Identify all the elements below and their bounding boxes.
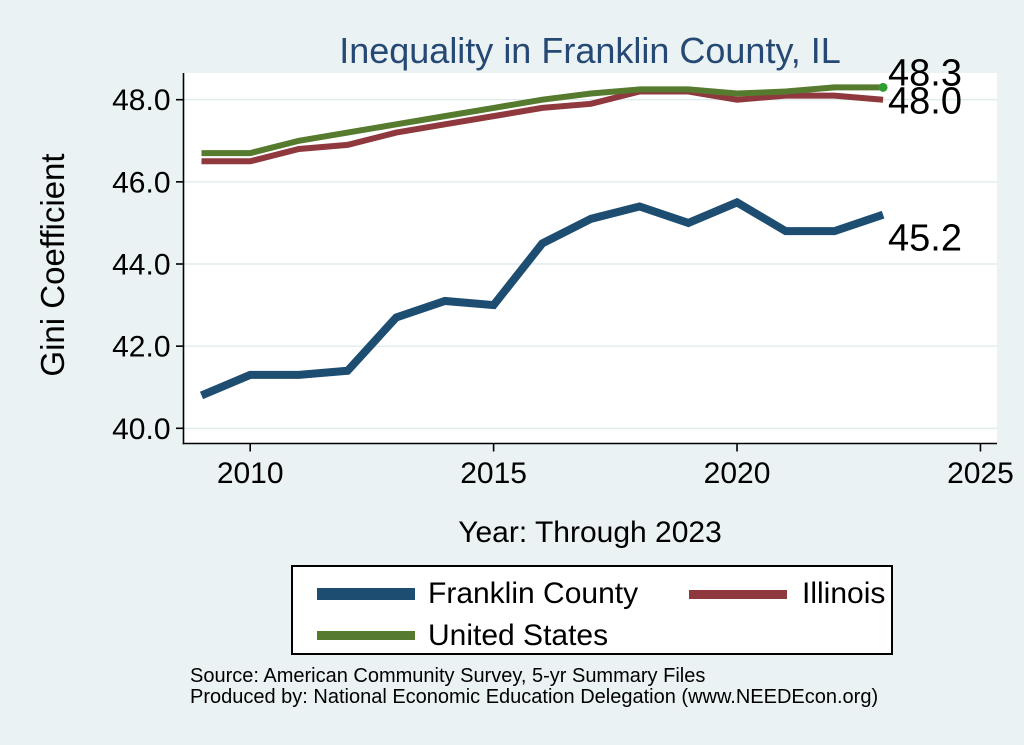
legend-label-illinois: Illinois bbox=[802, 577, 886, 610]
legend-label-united-states: United States bbox=[428, 619, 609, 652]
end-label-illinois: 48.0 bbox=[888, 81, 962, 123]
legend-swatch-illinois bbox=[689, 590, 787, 599]
x-tick-label: 2025 bbox=[947, 457, 1014, 490]
plot-area bbox=[183, 73, 997, 444]
x-tick-label: 2020 bbox=[704, 457, 771, 490]
series-line-franklin-county bbox=[199, 197, 885, 400]
series-end-labels: 45.2 48.048.3 bbox=[888, 52, 962, 259]
legend: Franklin County Illinois United States bbox=[291, 565, 893, 655]
series-line-illinois bbox=[201, 88, 884, 165]
x-axis-title: Year: Through 2023 bbox=[458, 516, 722, 549]
y-tick-label: 48.0 bbox=[112, 84, 170, 117]
series-end-marker-united-states bbox=[878, 82, 888, 92]
x-tick-label: 2010 bbox=[217, 457, 284, 490]
source-attribution: Source: American Community Survey, 5-yr … bbox=[190, 666, 878, 708]
legend-swatch-franklin-county bbox=[317, 588, 415, 600]
series-lines bbox=[199, 82, 888, 400]
series-line-united-states bbox=[201, 84, 884, 157]
end-label-united-states: 48.3 bbox=[888, 52, 962, 94]
gridlines bbox=[183, 98, 997, 430]
y-tick-label: 42.0 bbox=[112, 331, 170, 364]
end-label-franklin-county: 45.2 bbox=[888, 218, 962, 260]
legend-label-franklin-county: Franklin County bbox=[428, 577, 639, 610]
y-tick-label: 40.0 bbox=[112, 413, 170, 446]
source-line: Source: American Community Survey, 5-yr … bbox=[190, 665, 706, 687]
legend-swatch-united-states bbox=[317, 631, 415, 640]
x-tick-labels: 2010 2015 2020 2025 bbox=[217, 457, 1014, 490]
y-axis-title: Gini Coefficient bbox=[34, 153, 71, 377]
axes bbox=[176, 73, 997, 452]
y-tick-label: 46.0 bbox=[112, 166, 170, 199]
chart-title: Inequality in Franklin County, IL bbox=[339, 30, 841, 71]
produced-by-line: Produced by: National Economic Education… bbox=[190, 686, 879, 708]
x-tick-label: 2015 bbox=[460, 457, 527, 490]
y-tick-label: 44.0 bbox=[112, 249, 170, 282]
y-tick-labels: 40.0 42.0 44.0 46.0 48.0 bbox=[112, 84, 170, 446]
